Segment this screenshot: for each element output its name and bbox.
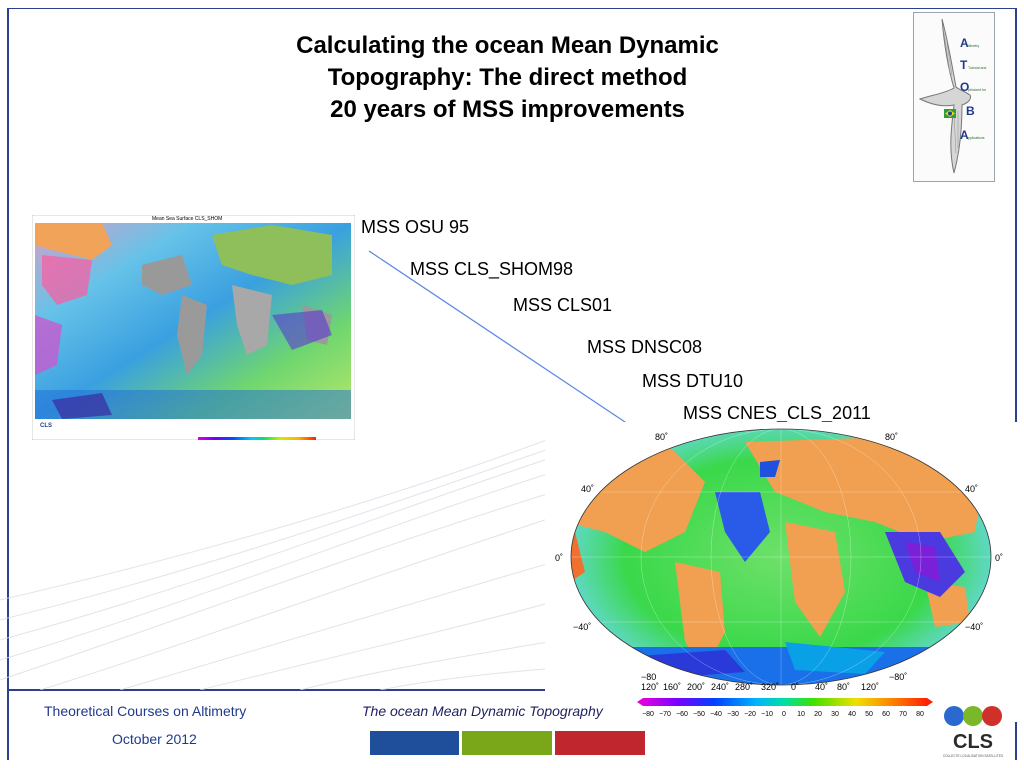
footer-date: October 2012 — [112, 731, 197, 747]
lon-label-80: 80˚ — [837, 682, 850, 692]
cb-tick-30: 30 — [831, 711, 839, 718]
cb-tick-m10: −10 — [761, 711, 773, 718]
mss-item-cnes-cls-2011: MSS CNES_CLS_2011 — [683, 403, 871, 423]
logo-letter-a1: A — [960, 36, 969, 50]
logo-word-3: ptimized for — [968, 88, 987, 92]
slide-title: Calculating the ocean Mean Dynamic Topog… — [200, 30, 815, 126]
lat-label-40s-right: −40˚ — [965, 622, 983, 632]
lon-label-320: 320˚ — [761, 682, 779, 692]
title-line-3: 20 years of MSS improvements — [330, 96, 685, 123]
lat-label-40s: −40˚ — [573, 622, 591, 632]
left-map-title: Mean Sea Surface CLS_SHOM — [152, 216, 222, 222]
logo-word-2: Tutorial and — [968, 66, 986, 70]
title-line-1: Calculating the ocean Mean Dynamic — [296, 32, 719, 59]
logo-letter-t: T — [960, 58, 968, 72]
lon-label-0: 0˚ — [791, 682, 799, 692]
cb-tick-40: 40 — [848, 711, 856, 718]
lon-label-120e: 120˚ — [861, 682, 879, 692]
frame-right — [1015, 8, 1017, 760]
cb-tick-70: 70 — [899, 711, 907, 718]
cb-tick-m40: −40 — [710, 711, 722, 718]
title-line-2: Topography: The direct method — [327, 64, 688, 91]
mss-item-dnsc08: MSS DNSC08 — [587, 337, 703, 357]
cb-tick-m30: −30 — [727, 711, 739, 718]
lat-label-80n-right: 80˚ — [885, 432, 898, 442]
cb-tick-0: 0 — [782, 711, 786, 718]
cb-tick-m70: −70 — [659, 711, 671, 718]
lat-label-40n-right: 40˚ — [965, 484, 978, 494]
logo-letter-b: B — [966, 104, 975, 118]
background-waves — [0, 434, 561, 690]
cb-tick-m80: −80 — [642, 711, 654, 718]
mss-cnes-cls-2011-map: 80˚ 40˚ 0˚ −40˚ −80 80˚ 40˚ 0˚ −40˚ −80˚… — [545, 422, 1017, 722]
cb-tick-80: 80 — [916, 711, 924, 718]
lon-label-240: 240˚ — [711, 682, 729, 692]
lon-label-280: 280˚ — [735, 682, 753, 692]
cls-green-circle-icon — [963, 706, 983, 726]
colorbar-ticks: −80 −70 −60 −50 −40 −30 −20 −10 0 10 20 … — [642, 711, 924, 718]
lon-label-200: 200˚ — [687, 682, 705, 692]
cb-tick-m50: −50 — [693, 711, 705, 718]
mss-item-dtu10: MSS DTU10 — [642, 371, 744, 391]
cls-logo: CLS COLLECTE LOCALISATION SATELLITES — [940, 702, 1010, 762]
footer-bar-blue — [370, 731, 459, 755]
logo-letter-a2: A — [960, 128, 969, 142]
footer-divider — [7, 689, 1017, 691]
mss-cls-shom-map: Mean Sea Surface CLS_SHOM — [31, 214, 356, 441]
cb-tick-20: 20 — [814, 711, 822, 718]
cls-brand-subtitle: COLLECTE LOCALISATION SATELLITES — [943, 754, 1003, 758]
cb-tick-50: 50 — [865, 711, 873, 718]
cb-tick-m20: −20 — [744, 711, 756, 718]
footer-bar-green — [462, 731, 552, 755]
lat-label-80s-right: −80˚ — [889, 672, 907, 682]
colorbar — [643, 698, 927, 706]
lat-label-40n: 40˚ — [581, 484, 594, 494]
logo-word-1: ltimetry — [968, 44, 980, 48]
logo-word-5: pplications — [968, 136, 985, 140]
cls-blue-circle-icon — [944, 706, 964, 726]
lat-label-80s: −80 — [641, 672, 656, 682]
mss-item-cls01: MSS CLS01 — [513, 295, 613, 315]
lon-label-40: 40˚ — [815, 682, 828, 692]
cls-red-circle-icon — [982, 706, 1002, 726]
logo-letter-o: O — [960, 80, 969, 94]
cb-tick-60: 60 — [882, 711, 890, 718]
left-map-brand: CLS — [40, 423, 52, 429]
bird-logo-icon: A ltimetry T Tutorial and O ptimized for… — [918, 18, 987, 174]
lat-label-0: 0˚ — [555, 553, 563, 563]
cls-brand-text: CLS — [953, 731, 993, 753]
lon-label-160: 160˚ — [663, 682, 681, 692]
frame-top — [7, 8, 1017, 9]
lat-label-80n: 80˚ — [655, 432, 668, 442]
atoba-logo: A ltimetry T Tutorial and O ptimized for… — [913, 12, 995, 182]
footer-bar-red — [555, 731, 645, 755]
lat-label-0-right: 0˚ — [995, 553, 1003, 563]
cb-tick-m60: −60 — [676, 711, 688, 718]
frame-left — [7, 8, 9, 760]
lon-label-120: 120˚ — [641, 682, 659, 692]
footer-course: Theoretical Courses on Altimetry — [44, 703, 247, 719]
mss-item-osu95: MSS OSU 95 — [361, 217, 470, 237]
cb-tick-10: 10 — [797, 711, 805, 718]
mss-item-cls-shom98: MSS CLS_SHOM98 — [410, 259, 574, 279]
footer-topic: The ocean Mean Dynamic Topography — [362, 703, 603, 719]
